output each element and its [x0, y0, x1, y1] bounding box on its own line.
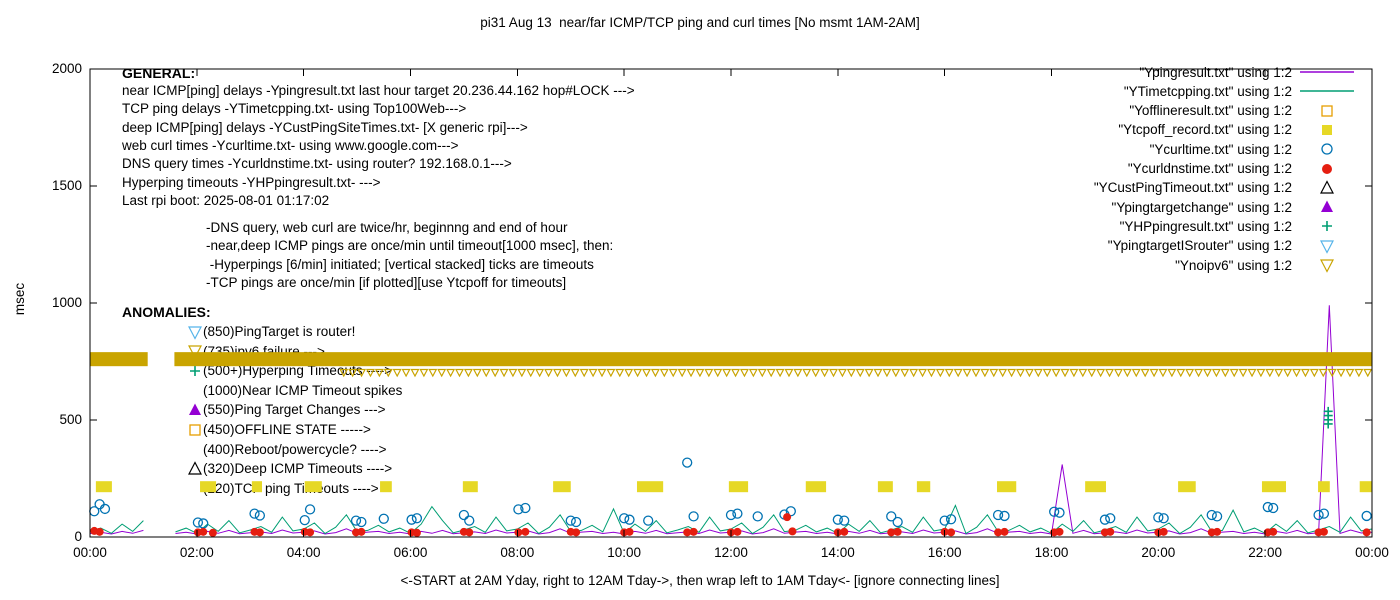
- legend-sample-square-filled: [1322, 124, 1332, 135]
- x-tick-label: 00:00: [1355, 545, 1389, 560]
- triangle-up-open-marker: [1320, 179, 1334, 194]
- triangle-down-open-marker: [1320, 259, 1334, 273]
- circle-filled-marker: [1322, 163, 1332, 174]
- x-tick-label: 22:00: [1248, 545, 1283, 560]
- x-tick-label: 12:00: [714, 545, 748, 560]
- legend-label: "YCustPingTimeout.txt" using 1:2: [1093, 180, 1292, 196]
- legend-label: "Ypingresult.txt" using 1:2: [1139, 64, 1292, 80]
- x-tick-label: 16:00: [927, 545, 962, 560]
- legend-label: "YHPpingresult.txt" using 1:2: [1119, 218, 1292, 234]
- x-tick-label: 04:00: [286, 545, 321, 560]
- legend-sample-triangle-down-open: [1320, 240, 1334, 254]
- legend-label: "Yofflineresult.txt" using 1:2: [1129, 103, 1292, 119]
- x-tick-label: 18:00: [1034, 545, 1069, 560]
- legend-item: "Ytcpoff_record.txt" using 1:2: [1118, 121, 1360, 139]
- chart-title: pi31 Aug 13 near/far ICMP/TCP ping and c…: [480, 15, 920, 30]
- legend-label: "Ycurldnstime.txt" using 1:2: [1127, 161, 1292, 176]
- y-tick-label: 1500: [51, 178, 82, 193]
- legend-sample-triangle-down-open: [1320, 259, 1334, 273]
- legend-item: "Ypingresult.txt" using 1:2: [1139, 63, 1360, 81]
- legend-item: "YCustPingTimeout.txt" using 1:2: [1094, 179, 1360, 197]
- square-open-marker: [1321, 104, 1333, 117]
- legend-label: "YTimetcpping.txt" using 1:2: [1123, 83, 1292, 99]
- legend-sample-plus: [1322, 221, 1332, 232]
- x-axis-label: <-START at 2AM Yday, right to 12AM Tday-…: [400, 573, 1000, 588]
- x-tick-label: 20:00: [1141, 545, 1176, 560]
- legend-label: "YpingtargetISrouter" using 1:2: [1107, 238, 1292, 254]
- x-tick-label: 00:00: [73, 545, 107, 560]
- legend-item: "YHPpingresult.txt" using 1:2: [1120, 217, 1360, 235]
- legend-item: "Yofflineresult.txt" using 1:2: [1129, 102, 1360, 120]
- legend-sample-line: [1300, 90, 1354, 92]
- legend-label: "Ytcpoff_record.txt" using 1:2: [1118, 122, 1292, 138]
- square-filled-marker: [1322, 124, 1332, 135]
- legend-sample-line: [1300, 71, 1354, 73]
- legend-sample-triangle-up-open: [1320, 179, 1334, 194]
- legend-item: "Ycurldnstime.txt" using 1:2: [1128, 160, 1360, 178]
- legend-label: "Ycurltime.txt" using 1:2: [1149, 141, 1292, 157]
- triangle-up-filled-marker: [1321, 200, 1333, 213]
- x-tick-label: 14:00: [820, 545, 855, 560]
- legend-item: "Ycurltime.txt" using 1:2: [1150, 140, 1360, 158]
- legend-item: "Ynoipv6" using 1:2: [1175, 256, 1360, 274]
- triangle-down-open-marker: [1320, 240, 1334, 254]
- y-tick-label: 2000: [51, 61, 82, 76]
- x-tick-label: 08:00: [500, 545, 535, 560]
- legend-sample-square-open: [1321, 104, 1333, 117]
- legend-sample-circle-open: [1321, 143, 1333, 155]
- y-tick-label: 500: [59, 412, 82, 427]
- x-tick-label: 06:00: [393, 545, 428, 560]
- legend-item: "YpingtargetISrouter" using 1:2: [1108, 237, 1360, 255]
- circle-open-marker: [1321, 143, 1333, 155]
- legend-label: "Ypingtargetchange" using 1:2: [1111, 199, 1292, 215]
- y-tick-label: 0: [74, 529, 82, 544]
- legend-label: "Ynoipv6" using 1:2: [1175, 257, 1292, 273]
- legend-sample-circle-filled: [1322, 163, 1332, 174]
- x-tick-label: 10:00: [607, 545, 642, 560]
- x-tick-label: 02:00: [179, 545, 214, 560]
- legend-item: "YTimetcpping.txt" using 1:2: [1124, 82, 1360, 100]
- legend-sample-triangle-up-filled: [1321, 200, 1333, 213]
- y-tick-label: 1000: [51, 295, 82, 310]
- legend-item: "Ypingtargetchange" using 1:2: [1112, 198, 1360, 216]
- plus-marker: [1322, 221, 1332, 232]
